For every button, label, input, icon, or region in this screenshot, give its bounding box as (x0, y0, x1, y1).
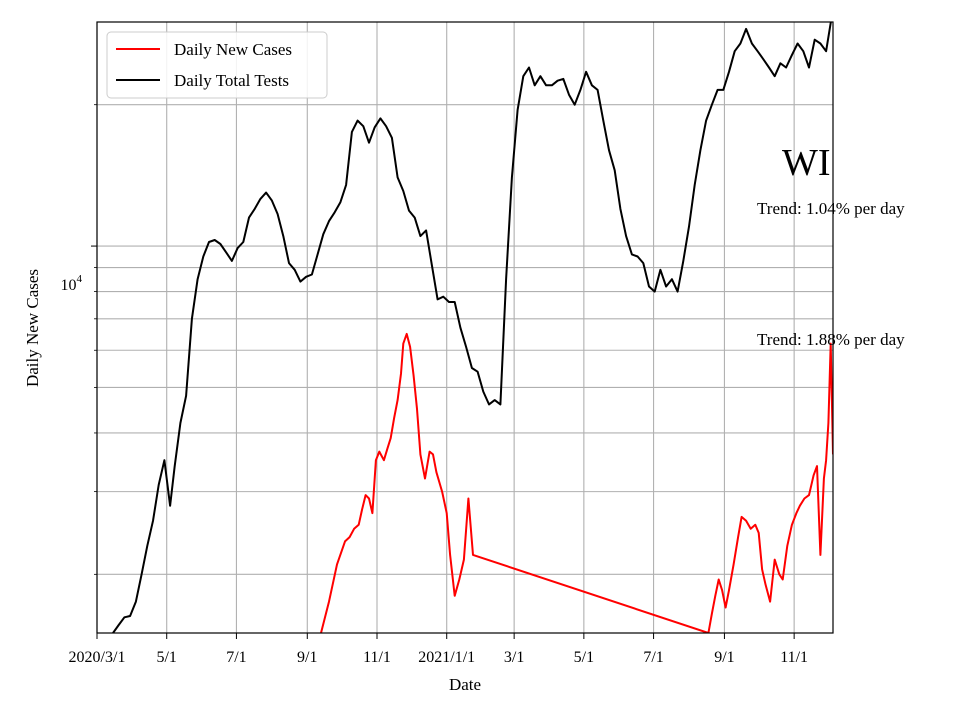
ticks: 2020/3/1 5/1 7/1 9/1 11/1 2021/1/1 3/1 5/1 7/1 9/… (69, 104, 808, 666)
legend-label-daily-new-cases: Daily New Cases (174, 40, 292, 59)
x-axis-title: Date (449, 675, 481, 694)
series-line-daily-total-tests (112, 22, 832, 633)
y-tick-exponent: 4 (77, 273, 83, 285)
y-tick-label-10k: 104 (61, 273, 83, 294)
x-tick-label: 2020/3/1 (69, 649, 126, 666)
legend-box (106, 31, 328, 99)
x-tick-label: 2021/1/1 (418, 649, 475, 666)
x-tick-label: 7/1 (226, 649, 246, 666)
x-tick-label: 11/1 (363, 649, 391, 666)
x-tick-label: 11/1 (780, 649, 808, 666)
y-axis-title: Daily New Cases (23, 269, 42, 387)
x-tick-label: 5/1 (156, 649, 176, 666)
trend-annotation-cases: Trend: 1.88% per day (757, 330, 905, 349)
x-tick-label: 9/1 (714, 649, 734, 666)
state-annotation: WI (782, 142, 831, 184)
x-tick-label: 5/1 (574, 649, 594, 666)
x-tick-label: 9/1 (297, 649, 317, 666)
legend-label-daily-total-tests: Daily Total Tests (174, 71, 289, 90)
plot-frame (96, 21, 834, 634)
series-line-daily-new-cases (320, 332, 833, 633)
x-tick-label: 7/1 (643, 649, 663, 666)
series-group (112, 22, 833, 633)
legend: Daily New Cases Daily Total Tests (106, 31, 328, 99)
x-tick-label: 3/1 (504, 649, 524, 666)
trend-annotation-tests: Trend: 1.04% per day (757, 199, 905, 218)
